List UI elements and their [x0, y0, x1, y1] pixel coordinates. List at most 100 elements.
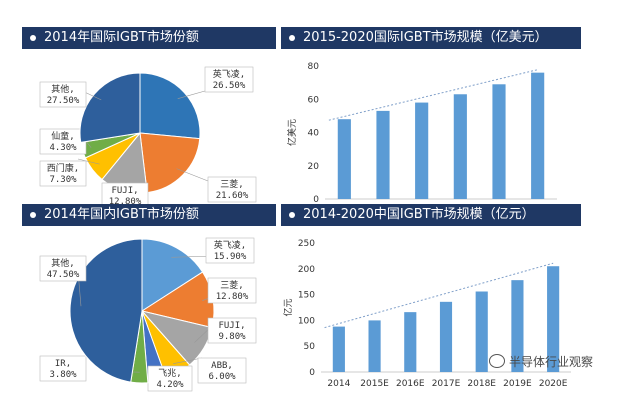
label-box: [39, 160, 87, 187]
slice-value-label: 3.80%: [49, 370, 77, 380]
y-axis-label: 亿美元: [286, 119, 298, 146]
slice-value-label: 4.30%: [49, 143, 77, 153]
label-box: [197, 357, 247, 384]
y-tick-label: 80: [308, 62, 320, 72]
y-tick-label: 0: [313, 195, 319, 205]
slice-name-label: 英飞凌,: [214, 239, 246, 251]
slice-value-label: 12.80%: [216, 292, 249, 302]
slice-value-label: 6.00%: [208, 372, 236, 382]
panel-domestic-share: 2014年国内IGBT市场份额 英飞凌, 15.90% 三菱, 12.80% FUJI,…: [22, 204, 276, 392]
slice-value-label: 47.50%: [47, 270, 80, 280]
wechat-icon: [488, 354, 505, 368]
bar-chart-intl: 020406080亿美元20152016E2017E2018E2019E2020…: [286, 62, 557, 216]
watermark: 半导体行业观察: [488, 353, 593, 370]
slice-value-label: 9.80%: [218, 332, 246, 342]
x-tick-label: 2014: [327, 379, 350, 389]
bullet-icon: [30, 35, 36, 41]
bullet-icon: [289, 212, 295, 218]
pie-chart-domestic: 英飞凌,15.90% 三菱,12.80% FUJI,9.80% ABB,6.00% 飞兆…: [39, 237, 257, 392]
trend-line: [328, 69, 538, 121]
x-tick-label: 2019E: [503, 379, 532, 389]
leader-line: [77, 158, 100, 165]
leader-line: [173, 357, 203, 364]
trend-line: [324, 262, 554, 329]
y-tick-label: 150: [298, 291, 315, 301]
bullet-icon: [30, 212, 36, 218]
panel-china-market-size: 2014-2020中国IGBT市场规模（亿元） 0 50 100 150 200 250 亿…: [281, 204, 581, 389]
panel-header: 2015-2020国际IGBT市场规模（亿美元）: [281, 27, 581, 49]
bullet-icon: [289, 35, 295, 41]
label-box: [39, 81, 87, 108]
pie-slice: [79, 72, 141, 143]
watermark-text: 半导体行业观察: [508, 355, 593, 369]
slice-name-label: ABB,: [211, 361, 233, 371]
bar: [337, 119, 351, 199]
y-axis-label: 亿元: [282, 298, 294, 316]
y-tick-label: 250: [298, 239, 315, 249]
label-box: [147, 365, 193, 392]
slice-name-label: 仙童,: [51, 130, 74, 142]
y-tick-label: 100: [298, 316, 315, 326]
slice-name-label: 三菱,: [220, 178, 243, 190]
slice-name-label: 其他,: [51, 257, 74, 269]
label-box: [207, 277, 257, 304]
panel-intl-market-size: 2015-2020国际IGBT市场规模（亿美元） 020406080亿美元201…: [281, 27, 581, 216]
label-box: [204, 66, 254, 93]
slice-name-label: 飞兆,: [158, 368, 181, 379]
panel-title: 2014年国内IGBT市场份额: [44, 207, 199, 222]
bar: [531, 72, 545, 199]
slice-name-label: IR,: [55, 359, 71, 369]
pie-chart-intl: 英飞凌,26.50% 三菱,21.60% FUJI,12.80% 西门康,7.30% 仙…: [39, 66, 257, 209]
y-tick-label: 60: [308, 95, 320, 105]
leader-line: [176, 168, 209, 182]
panel-title: 2014-2020中国IGBT市场规模（亿元）: [303, 207, 535, 222]
label-box: [205, 237, 255, 264]
pie-slice: [69, 238, 143, 383]
bar: [404, 312, 417, 372]
label-box: [207, 317, 257, 344]
panel-header: 2014-2020中国IGBT市场规模（亿元）: [281, 204, 581, 226]
bar: [415, 102, 429, 199]
slice-name-label: FUJI,: [218, 321, 245, 331]
panel-title: 2014年国际IGBT市场份额: [44, 30, 199, 45]
slice-name-label: 英飞凌,: [213, 68, 245, 80]
x-tick-label: 2016E: [396, 379, 425, 389]
slice-value-label: 27.50%: [47, 96, 80, 106]
slice-name-label: 三菱,: [220, 279, 243, 291]
panel-header: 2014年国内IGBT市场份额: [22, 204, 276, 226]
bar: [492, 84, 506, 199]
slice-value-label: 7.30%: [49, 175, 77, 185]
slice-value-label: 26.50%: [213, 81, 246, 91]
x-tick-label: 2015E: [360, 379, 389, 389]
bar: [511, 280, 524, 372]
y-tick-label: 200: [298, 265, 315, 275]
slice-name-label: 西门康,: [47, 162, 79, 174]
bar: [475, 291, 488, 372]
slice-value-label: 21.60%: [216, 191, 249, 201]
slice-name-label: 其他,: [51, 83, 74, 95]
y-tick-label: 40: [308, 129, 320, 139]
panel-intl-share: 2014年国际IGBT市场份额 英飞凌, 26.50% 三菱, 21.60% FUJI,…: [22, 27, 276, 209]
bar: [368, 320, 381, 372]
label-box: [207, 176, 257, 203]
x-tick-label: 2018E: [467, 379, 496, 389]
slice-value-label: 4.20%: [156, 380, 184, 390]
slice-value-label: 12.80%: [109, 197, 142, 207]
slice-value-label: 15.90%: [214, 252, 247, 262]
panel-title: 2015-2020国际IGBT市场规模（亿美元）: [303, 30, 548, 45]
bar-chart-china: 0 50 100 150 200 250 亿元 2014 2015E 2016E 2017E 2018…: [282, 239, 571, 389]
bar: [332, 326, 345, 372]
slice-name-label: FUJI,: [111, 186, 138, 196]
label-box: [39, 355, 87, 382]
x-tick-label: 2017E: [432, 379, 461, 389]
pie-slice: [139, 72, 201, 140]
bar: [547, 266, 560, 372]
y-tick-label: 20: [308, 162, 320, 172]
label-box: [39, 255, 87, 282]
bar: [439, 301, 453, 372]
x-tick-label: 2020E: [539, 379, 568, 389]
bar: [453, 94, 467, 199]
bar: [376, 110, 390, 199]
label-box: [101, 182, 149, 209]
y-tick-label: 0: [309, 368, 315, 378]
